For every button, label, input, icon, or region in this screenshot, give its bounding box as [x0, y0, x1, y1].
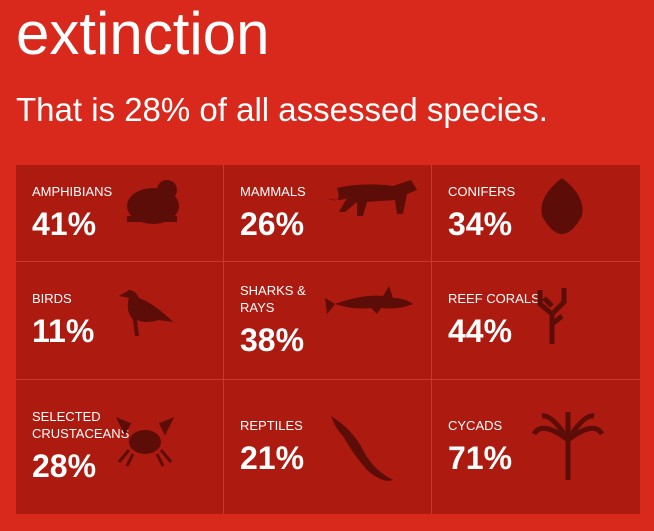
species-label: AMPHIBIANS — [32, 183, 113, 199]
species-icon — [327, 180, 417, 216]
species-grid: AMPHIBIANS 41% MAMMALS 26% CONIFERS 34% BIRDS 1… — [16, 165, 640, 514]
species-percent: 71% — [448, 439, 513, 476]
species-percent: 38% — [240, 321, 305, 358]
species-percent: 44% — [448, 313, 513, 349]
species-cell: CYCADS 71% — [432, 380, 640, 514]
species-icon — [532, 412, 605, 480]
species-cell: REPTILES 21% — [224, 380, 432, 514]
species-percent: 28% — [32, 448, 97, 484]
species-percent: 41% — [32, 205, 97, 242]
species-label: SHARKS & RAYS — [240, 282, 306, 315]
title: extinction — [16, 0, 270, 67]
species-cell: REEF CORALS 44% — [432, 262, 640, 380]
species-label: CYCADS — [448, 417, 503, 433]
species-label: MAMMALS — [240, 183, 306, 199]
species-icon — [119, 289, 173, 336]
species-percent: 11% — [32, 313, 95, 349]
species-percent: 34% — [448, 205, 513, 242]
species-icon — [127, 180, 179, 224]
species-icon — [325, 285, 413, 314]
species-cell: BIRDS 11% — [16, 262, 224, 380]
species-cell: SHARKS & RAYS 38% — [224, 262, 432, 380]
species-icon — [115, 417, 175, 467]
species-percent: 21% — [240, 439, 305, 476]
species-label: SELECTED CRUSTACEANS — [32, 409, 130, 441]
species-label: REEF CORALS — [448, 291, 540, 306]
species-icon — [541, 178, 583, 234]
species-cell: CONIFERS 34% — [432, 165, 640, 262]
species-label: REPTILES — [240, 417, 303, 433]
species-label: BIRDS — [32, 291, 72, 306]
species-icon — [331, 416, 393, 481]
species-cell: MAMMALS 26% — [224, 165, 432, 262]
species-cell: SELECTED CRUSTACEANS 28% — [16, 380, 224, 514]
species-percent: 26% — [240, 205, 305, 242]
species-cell: AMPHIBIANS 41% — [16, 165, 224, 262]
species-icon — [537, 287, 567, 344]
species-label: CONIFERS — [448, 183, 516, 199]
subtitle: That is 28% of all assessed species. — [16, 91, 548, 128]
